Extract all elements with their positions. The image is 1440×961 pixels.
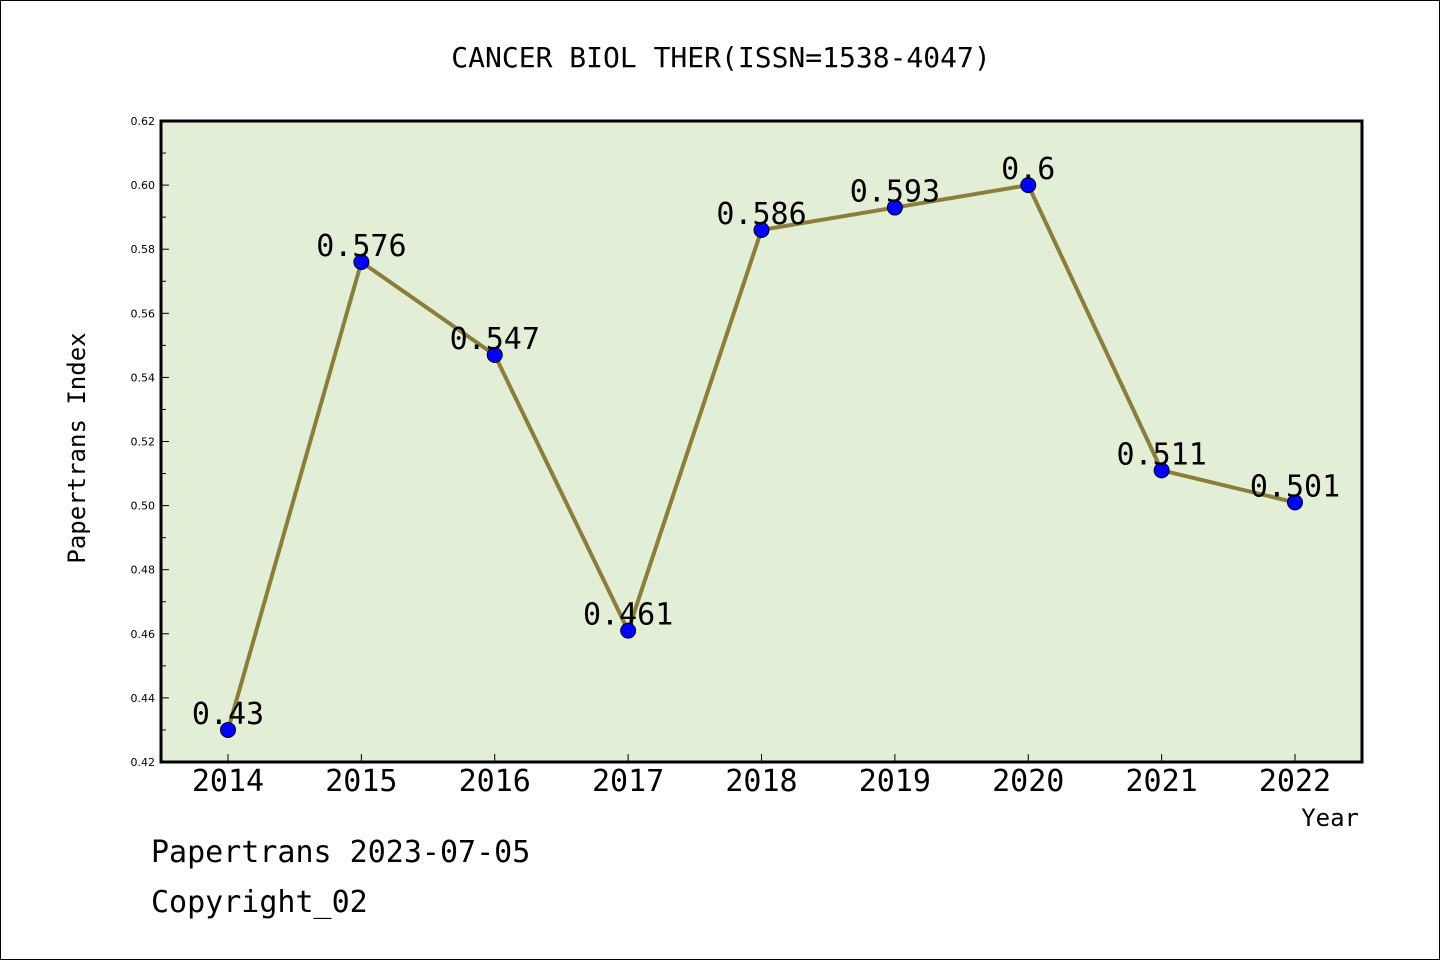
data-point bbox=[1020, 177, 1037, 194]
y-tick-label: 0.46 bbox=[131, 628, 156, 641]
data-labels: 0.43 0.576 0.547 0.461 0.586 0.593 0.6 0.511 0.5… bbox=[192, 152, 1340, 732]
y-tick-label: 0.56 bbox=[131, 307, 156, 320]
x-tick-label: 2018 bbox=[725, 764, 797, 799]
y-tick-label: 0.50 bbox=[131, 500, 156, 513]
chart-title: CANCER BIOL THER(ISSN=1538-4047) bbox=[451, 41, 990, 74]
data-label: 0.547 bbox=[450, 322, 540, 357]
y-tick-label: 0.54 bbox=[131, 371, 156, 384]
data-label: 0.43 bbox=[192, 697, 264, 732]
data-label: 0.593 bbox=[850, 175, 940, 210]
y-tick-label: 0.58 bbox=[131, 243, 156, 256]
x-axis-title: Year bbox=[1301, 804, 1359, 832]
y-tick-label: 0.60 bbox=[131, 179, 156, 192]
y-axis-ticks: 0.42 0.44 0.46 0.48 0.50 0.52 0.54 0.56 0.58 0.60… bbox=[131, 115, 169, 769]
y-tick-label: 0.52 bbox=[131, 436, 156, 449]
y-tick-label: 0.48 bbox=[131, 564, 156, 577]
data-points bbox=[220, 177, 1303, 738]
x-tick-label: 2017 bbox=[592, 764, 664, 799]
y-axis-title: Papertrans Index bbox=[63, 332, 91, 563]
data-point bbox=[1153, 462, 1170, 479]
data-label: 0.576 bbox=[316, 229, 406, 264]
footer-date-text: Papertrans 2023-07-05 bbox=[151, 835, 531, 870]
data-point bbox=[353, 254, 370, 271]
x-tick-label: 2016 bbox=[459, 764, 531, 799]
y-tick-label: 0.62 bbox=[131, 115, 156, 128]
x-tick-label: 2015 bbox=[325, 764, 397, 799]
data-label: 0.511 bbox=[1116, 437, 1206, 472]
y-tick-label: 0.44 bbox=[131, 692, 156, 705]
data-point bbox=[220, 721, 236, 738]
data-point bbox=[1287, 494, 1303, 511]
x-tick-label: 2020 bbox=[992, 764, 1064, 799]
data-point bbox=[753, 221, 770, 238]
x-axis-ticks: 2014 2015 2016 2017 2018 2019 2020 2021 2022 bbox=[192, 754, 1331, 799]
data-label: 0.461 bbox=[583, 598, 673, 633]
x-tick-label: 2014 bbox=[192, 764, 264, 799]
data-label: 0.6 bbox=[1001, 152, 1055, 187]
data-point bbox=[886, 199, 903, 216]
footer-copyright-text: Copyright_02 bbox=[151, 885, 368, 920]
x-tick-label: 2019 bbox=[859, 764, 931, 799]
x-tick-label: 2022 bbox=[1259, 764, 1331, 799]
x-tick-label: 2021 bbox=[1126, 764, 1198, 799]
data-point bbox=[486, 346, 503, 363]
data-point bbox=[620, 622, 637, 639]
data-label: 0.501 bbox=[1250, 469, 1340, 504]
y-tick-label: 0.42 bbox=[131, 756, 156, 769]
data-label: 0.586 bbox=[716, 197, 806, 232]
